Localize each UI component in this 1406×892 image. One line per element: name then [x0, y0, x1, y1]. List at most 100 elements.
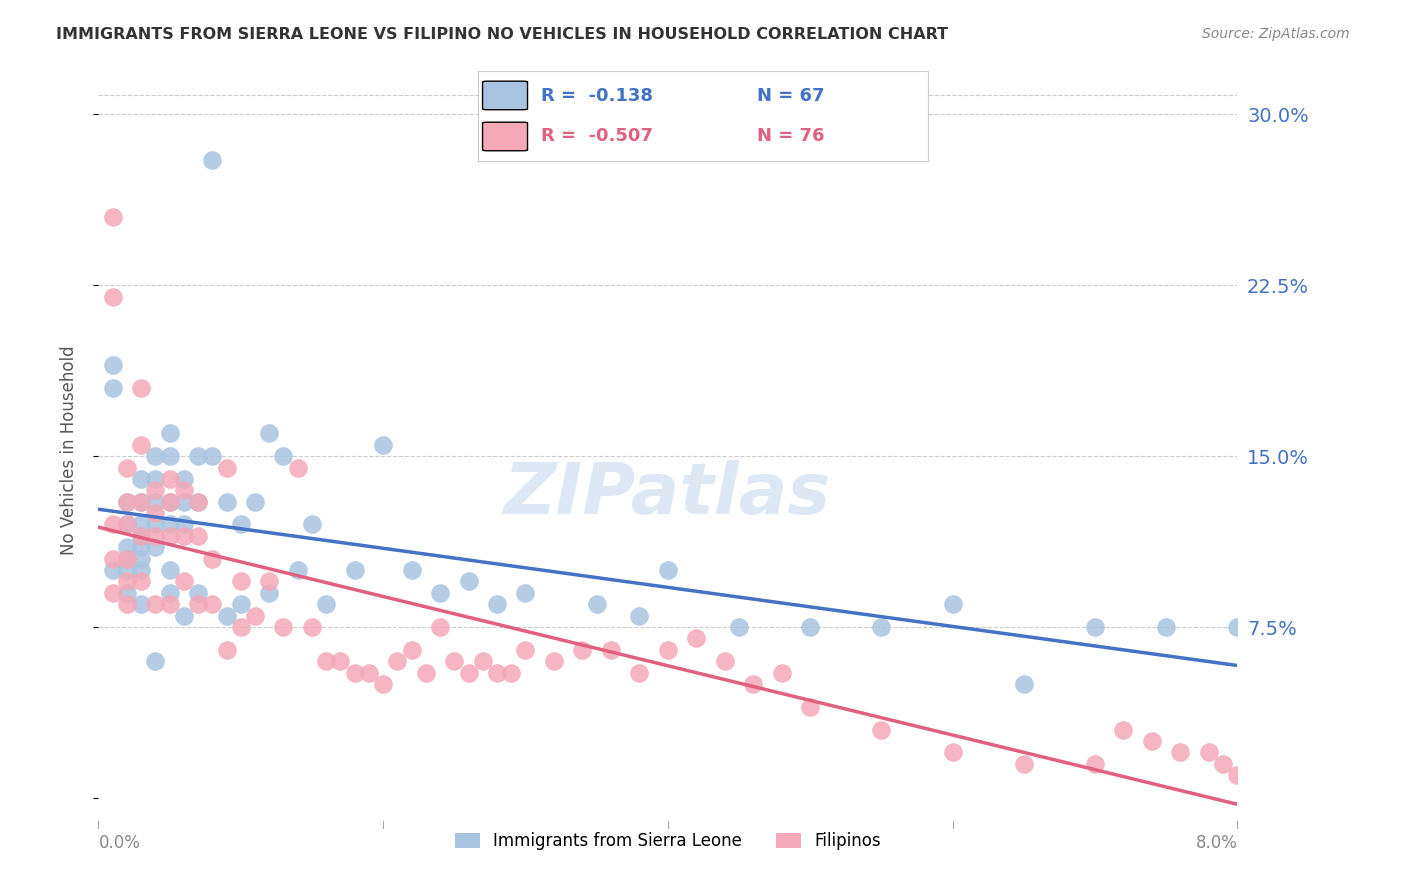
Point	[173, 517, 195, 532]
Point	[1084, 620, 1107, 634]
Point	[501, 665, 523, 680]
Point	[429, 620, 451, 634]
Point	[301, 620, 323, 634]
Point	[685, 632, 707, 646]
Point	[115, 563, 138, 577]
Point	[159, 597, 181, 611]
Point	[129, 529, 152, 543]
Point	[173, 608, 195, 623]
Point	[129, 574, 152, 589]
Point	[1084, 756, 1107, 771]
Point	[457, 574, 479, 589]
Point	[287, 563, 309, 577]
Point	[1198, 745, 1220, 759]
Text: R =  -0.507: R = -0.507	[541, 128, 652, 145]
Point	[145, 506, 167, 520]
Point	[187, 449, 209, 463]
Point	[229, 597, 252, 611]
Point	[515, 642, 537, 657]
Point	[115, 494, 138, 508]
Point	[145, 483, 167, 498]
Point	[259, 574, 281, 589]
Point	[115, 541, 138, 555]
Point	[159, 494, 181, 508]
Point	[371, 677, 394, 691]
Point	[145, 494, 167, 508]
Point	[129, 563, 152, 577]
Point	[159, 494, 181, 508]
Point	[1170, 745, 1192, 759]
Point	[315, 654, 337, 668]
Point	[628, 665, 651, 680]
Point	[628, 608, 651, 623]
Point	[329, 654, 352, 668]
Point	[129, 517, 152, 532]
Point	[159, 472, 181, 486]
Point	[443, 654, 465, 668]
Point	[129, 551, 152, 566]
Point	[115, 494, 138, 508]
Point	[343, 665, 366, 680]
Point	[273, 620, 295, 634]
Text: R =  -0.138: R = -0.138	[541, 87, 652, 105]
Point	[129, 529, 152, 543]
Point	[1112, 723, 1135, 737]
Point	[101, 358, 124, 372]
Point	[145, 529, 167, 543]
Point	[515, 586, 537, 600]
Point	[215, 494, 238, 508]
Point	[145, 541, 167, 555]
Point	[129, 494, 152, 508]
Point	[101, 563, 124, 577]
Point	[486, 597, 509, 611]
Point	[457, 665, 479, 680]
Point	[159, 586, 181, 600]
Point	[1012, 756, 1035, 771]
Point	[145, 449, 167, 463]
Point	[401, 563, 423, 577]
Text: ZIPatlas: ZIPatlas	[505, 460, 831, 529]
Point	[301, 517, 323, 532]
Point	[173, 483, 195, 498]
Point	[657, 642, 679, 657]
Point	[115, 574, 138, 589]
Text: IMMIGRANTS FROM SIERRA LEONE VS FILIPINO NO VEHICLES IN HOUSEHOLD CORRELATION CH: IMMIGRANTS FROM SIERRA LEONE VS FILIPINO…	[56, 27, 949, 42]
Point	[742, 677, 765, 691]
Text: 0.0%: 0.0%	[98, 834, 141, 852]
Point	[229, 620, 252, 634]
Point	[145, 472, 167, 486]
Point	[173, 574, 195, 589]
Point	[429, 586, 451, 600]
Point	[371, 438, 394, 452]
Point	[1012, 677, 1035, 691]
Point	[728, 620, 751, 634]
Point	[215, 642, 238, 657]
Point	[585, 597, 607, 611]
Point	[101, 551, 124, 566]
Point	[714, 654, 737, 668]
Point	[201, 449, 224, 463]
Point	[101, 381, 124, 395]
Point	[187, 494, 209, 508]
Point	[129, 438, 152, 452]
Point	[115, 597, 138, 611]
Point	[870, 723, 893, 737]
Point	[145, 654, 167, 668]
Point	[243, 608, 266, 623]
Point	[101, 517, 124, 532]
Y-axis label: No Vehicles in Household: No Vehicles in Household	[59, 345, 77, 556]
Point	[770, 665, 793, 680]
Text: N = 76: N = 76	[756, 128, 824, 145]
Point	[229, 574, 252, 589]
Text: N = 67: N = 67	[756, 87, 824, 105]
Point	[1154, 620, 1177, 634]
Point	[173, 472, 195, 486]
Point	[101, 210, 124, 224]
Point	[115, 460, 138, 475]
Point	[115, 517, 138, 532]
Point	[187, 586, 209, 600]
Point	[129, 597, 152, 611]
Point	[159, 529, 181, 543]
Point	[870, 620, 893, 634]
Point	[1226, 620, 1249, 634]
